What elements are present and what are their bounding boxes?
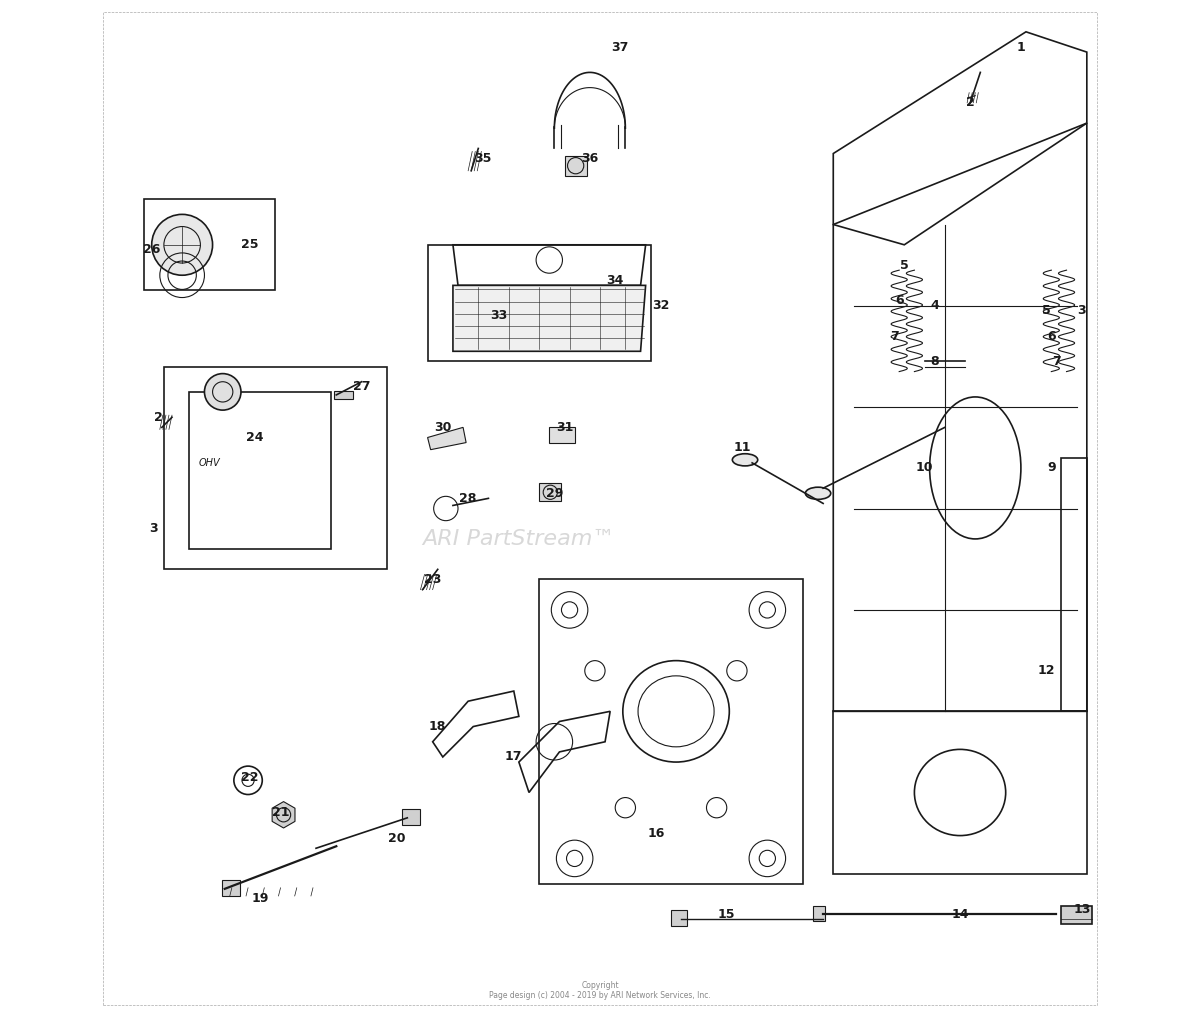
Text: 1: 1	[1016, 41, 1025, 54]
Text: 31: 31	[556, 421, 574, 434]
Text: 33: 33	[490, 309, 508, 322]
Bar	[402, 809, 420, 825]
Text: 26: 26	[143, 243, 161, 256]
Text: 7: 7	[1052, 355, 1061, 368]
Text: 6: 6	[1048, 330, 1056, 343]
Text: OHV: OHV	[199, 458, 221, 468]
Text: 11: 11	[733, 441, 751, 455]
Text: 10: 10	[916, 462, 934, 475]
Text: 30: 30	[434, 421, 451, 434]
Bar	[1062, 458, 1087, 711]
Text: 2: 2	[966, 97, 974, 109]
Bar	[564, 156, 587, 176]
Text: 36: 36	[581, 153, 599, 165]
Text: 24: 24	[246, 431, 264, 444]
Bar	[1062, 906, 1092, 924]
Polygon shape	[452, 286, 646, 351]
Bar	[812, 906, 826, 921]
Text: 27: 27	[353, 380, 371, 394]
Circle shape	[204, 373, 241, 410]
Bar	[335, 391, 353, 399]
Text: 23: 23	[424, 573, 442, 586]
Text: 19: 19	[252, 893, 269, 905]
Text: 21: 21	[271, 806, 289, 820]
Text: 5: 5	[900, 258, 908, 272]
Text: 17: 17	[505, 751, 522, 764]
Bar	[539, 483, 562, 501]
Text: 6: 6	[895, 294, 904, 307]
Text: 4: 4	[930, 299, 940, 312]
Text: 3: 3	[1078, 304, 1086, 317]
Bar	[222, 880, 240, 896]
Text: ARI PartStream™: ARI PartStream™	[422, 529, 616, 549]
Text: 28: 28	[460, 492, 476, 504]
Text: 14: 14	[952, 908, 968, 920]
Text: 8: 8	[930, 355, 940, 368]
Text: 37: 37	[612, 41, 629, 54]
Text: 32: 32	[652, 299, 670, 312]
Text: 18: 18	[430, 720, 446, 733]
Text: 16: 16	[647, 827, 665, 840]
Text: 5: 5	[1042, 304, 1051, 317]
Circle shape	[151, 215, 212, 276]
Text: 3: 3	[150, 523, 158, 535]
Text: 13: 13	[1073, 903, 1091, 915]
Text: 7: 7	[889, 330, 899, 343]
Text: 22: 22	[241, 771, 259, 784]
Ellipse shape	[805, 487, 830, 499]
Text: 25: 25	[241, 238, 259, 251]
Bar	[144, 199, 276, 291]
Text: 20: 20	[389, 832, 406, 845]
Bar	[671, 910, 688, 926]
Text: 15: 15	[718, 908, 736, 920]
Bar	[190, 392, 331, 549]
Polygon shape	[427, 427, 466, 450]
Ellipse shape	[732, 454, 757, 466]
Text: 12: 12	[1038, 664, 1055, 677]
Text: Copyright
Page design (c) 2004 - 2019 by ARI Network Services, Inc.: Copyright Page design (c) 2004 - 2019 by…	[490, 980, 710, 1000]
Text: 35: 35	[475, 153, 492, 165]
Text: 29: 29	[546, 487, 563, 499]
Bar	[427, 245, 650, 361]
Text: 34: 34	[606, 274, 624, 287]
Text: 2: 2	[155, 411, 163, 424]
Bar	[164, 366, 388, 570]
Text: 9: 9	[1048, 462, 1056, 475]
Bar	[550, 427, 575, 442]
